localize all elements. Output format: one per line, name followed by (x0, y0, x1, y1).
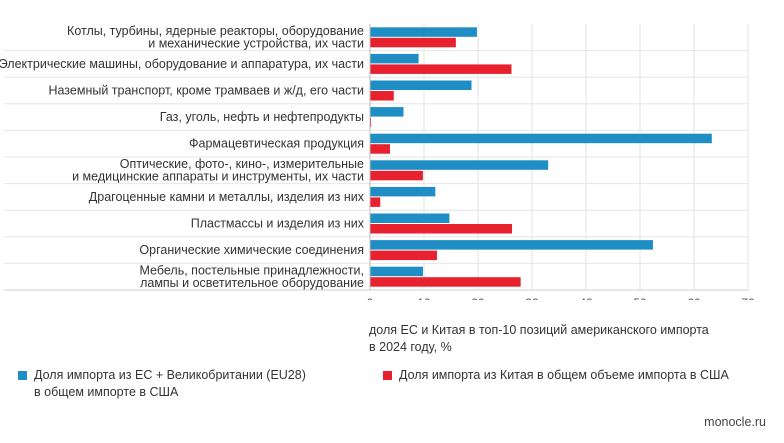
x-tick-label: 70 (741, 296, 755, 300)
bar-eu28-6 (370, 186, 436, 197)
bar-eu28-1 (370, 53, 419, 64)
category-label-8: Органические химические соединения (139, 243, 364, 257)
x-axis-label: доля ЕС и Китая в топ-10 позиций америка… (369, 323, 709, 354)
category-label-1: Электрические машины, оборудование и апп… (0, 57, 364, 71)
x-tick-label: 10 (417, 296, 431, 300)
legend-item-china: Доля импорта из Китая в общем объеме имп… (383, 367, 763, 384)
x-tick-label: 20 (471, 296, 485, 300)
bar-eu28-5 (370, 160, 549, 170)
bar-eu28-7 (370, 213, 450, 223)
bar-chart: 0 10 20 30 40 50 60 70 Котлы, турбины, ядерные р… (0, 24, 755, 300)
category-label-5: Оптические, фото-, кино-, измерительные и… (72, 157, 364, 184)
category-label-0: Котлы, турбины, ядерные реакторы, оборуд… (67, 24, 364, 51)
bar-eu28-2 (370, 80, 472, 90)
bar-china-6 (370, 197, 381, 207)
legend-label-eu28: Доля импорта из ЕС + Великобритании (EU2… (34, 368, 306, 399)
legend-swatch-china (383, 371, 392, 380)
legend-item-eu28: Доля импорта из ЕС + Великобритании (EU2… (18, 367, 358, 401)
category-label-6: Драгоценные камни и металлы, изделия из … (89, 190, 365, 204)
category-label-4: Фармацевтическая продукция (189, 137, 364, 151)
x-tick-label: 0 (367, 296, 374, 300)
category-label-7: Пластмассы и изделия из них (191, 217, 365, 231)
bar-eu28-8 (370, 240, 653, 250)
x-tick-label: 50 (633, 296, 647, 300)
x-tick-label: 30 (525, 296, 539, 300)
source-label: monocle.ru (704, 415, 766, 429)
bar-china-2 (370, 91, 394, 101)
bar-eu28-9 (370, 266, 423, 277)
bar-china-4 (370, 144, 390, 154)
bar-china-1 (370, 64, 512, 74)
bar-china-0 (370, 37, 456, 48)
bar-china-3 (370, 117, 372, 128)
x-tick-label: 40 (579, 296, 593, 300)
category-label-3: Газ, уголь, нефть и нефтепродукты (160, 110, 364, 124)
bar-china-7 (370, 224, 513, 234)
category-label-9: Мебель, постельные принадлежности, лампы … (140, 263, 365, 290)
bar-china-5 (370, 170, 423, 181)
bar-china-9 (370, 277, 521, 287)
x-tick-label: 60 (687, 296, 701, 300)
legend-swatch-eu28 (18, 371, 27, 380)
legend-label-china: Доля импорта из Китая в общем объеме имп… (399, 368, 729, 382)
category-label-2: Наземный транспорт, кроме трамваев и ж/д… (48, 84, 364, 98)
bar-eu28-0 (370, 27, 477, 37)
bar-eu28-3 (370, 107, 404, 117)
bar-eu28-4 (370, 133, 712, 144)
bar-china-8 (370, 250, 437, 261)
